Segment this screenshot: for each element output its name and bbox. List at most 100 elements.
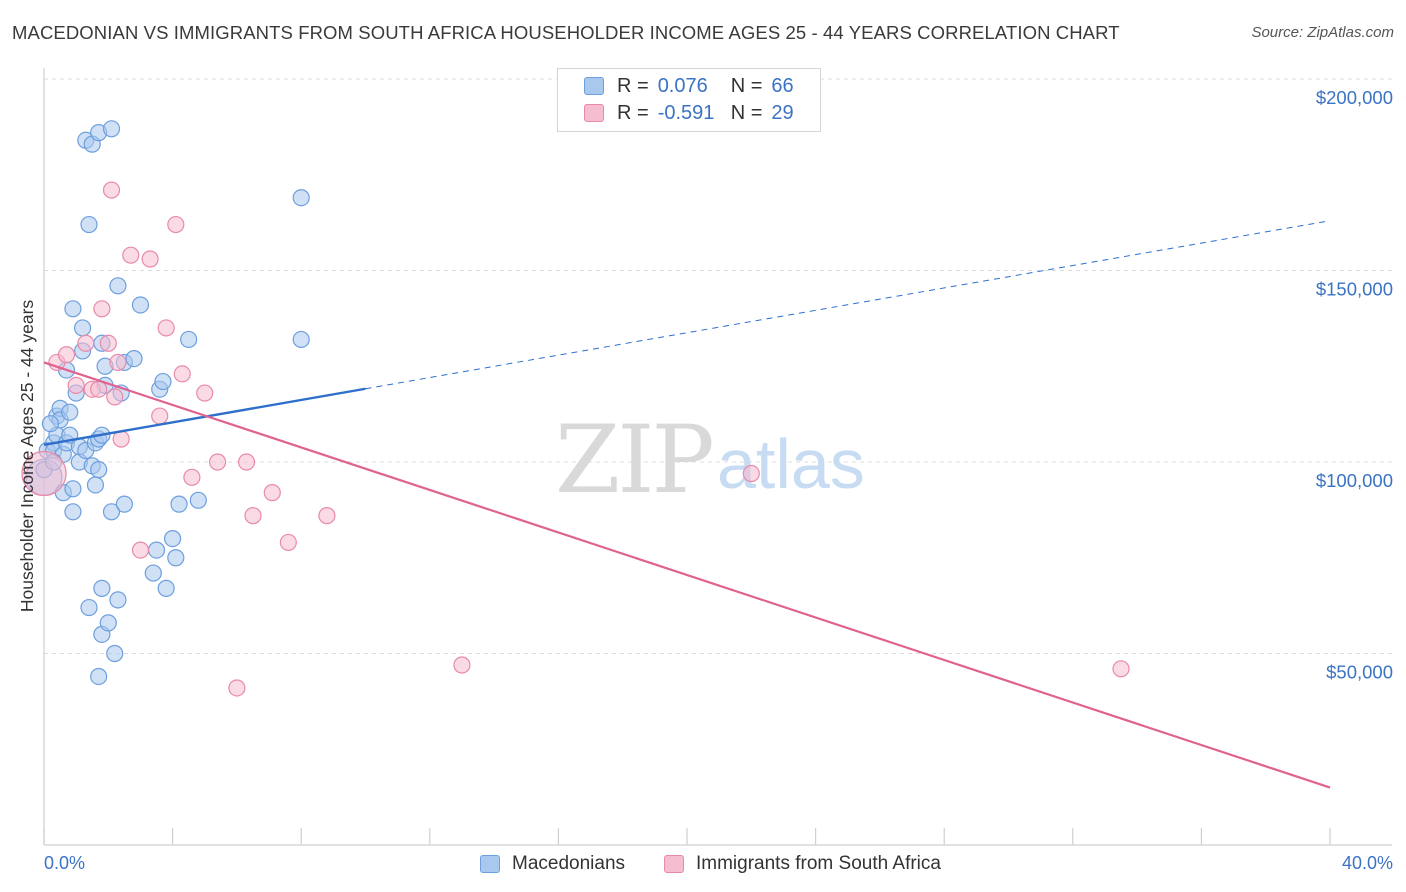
south-africa-point	[167, 215, 185, 234]
macedonians-point	[131, 296, 150, 314]
source-credit: Source: ZipAtlas.com	[1251, 24, 1394, 41]
bottom-legend-swatch-blue	[480, 855, 500, 873]
bottom-legend-label-macedonians: Macedonians	[512, 853, 626, 874]
macedonians-point	[90, 667, 108, 686]
legend-n-value-pink: 29	[771, 101, 794, 124]
gridlines	[44, 78, 1392, 654]
macedonians-point	[292, 330, 310, 349]
legend-r-value-pink: -0.591	[657, 101, 715, 124]
macedonians-point	[147, 541, 166, 559]
south-africa-point	[67, 376, 85, 394]
south-africa-point	[183, 468, 201, 486]
south-africa-points	[21, 181, 1130, 697]
macedonians-point	[64, 480, 82, 498]
macedonians-point	[61, 403, 79, 421]
macedonians-point	[157, 579, 175, 597]
legend-swatch-blue	[584, 77, 604, 95]
south-africa-point	[209, 453, 227, 471]
macedonians-point	[167, 549, 185, 567]
south-africa-point	[318, 507, 336, 525]
y-tick-label: $100,000	[1316, 470, 1393, 491]
macedonians-point	[80, 215, 98, 234]
macedonians-point	[41, 415, 60, 433]
legend-r-value-blue: 0.076	[657, 74, 708, 97]
y-tick-label: $200,000	[1316, 87, 1393, 108]
south-africa-point	[228, 679, 246, 697]
legend-swatch-pink	[584, 104, 604, 122]
south-africa-point	[157, 319, 175, 337]
x-axis-ticks	[43, 828, 1331, 845]
south-africa-point	[279, 533, 297, 552]
stats-legend-row-south-africa: R = -0.591 N = 29	[584, 101, 794, 125]
macedonians-point	[90, 461, 108, 479]
y-tick-label: $150,000	[1316, 279, 1393, 300]
macedonians-point	[170, 495, 188, 513]
macedonians-trend-dashed	[365, 220, 1331, 390]
south-africa-point	[742, 464, 760, 483]
macedonians-point	[106, 644, 124, 663]
south-africa-point	[90, 380, 108, 398]
stats-legend-row-macedonians: R = 0.076 N = 66	[584, 74, 794, 98]
macedonians-point	[109, 277, 127, 295]
macedonians-point	[292, 189, 310, 207]
south-africa-point	[102, 181, 121, 199]
legend-r-label: R =	[617, 74, 649, 97]
south-africa-point	[131, 541, 150, 559]
south-africa-point	[141, 250, 159, 268]
macedonians-point	[102, 120, 121, 138]
x-tick-label-right: 40.0%	[1342, 853, 1393, 873]
south-africa-point	[237, 453, 256, 471]
macedonians-point	[125, 349, 143, 368]
south-africa-point	[453, 656, 471, 674]
south-africa-point	[93, 300, 111, 318]
bottom-legend-label-south-africa: Immigrants from South Africa	[696, 853, 941, 874]
macedonians-point	[144, 564, 162, 582]
macedonians-point	[93, 579, 111, 597]
south-africa-trend	[43, 361, 1331, 789]
watermark-atlas: atlas	[717, 425, 865, 503]
bottom-legend-swatch-pink	[664, 855, 684, 873]
macedonians-point	[189, 491, 207, 509]
macedonians-point	[180, 330, 198, 349]
south-africa-point	[77, 334, 95, 352]
macedonians-point	[115, 495, 133, 513]
legend-n-value-blue: 66	[771, 74, 794, 97]
south-africa-point	[106, 388, 124, 406]
macedonians-point	[86, 476, 105, 494]
macedonians-point	[164, 529, 182, 548]
legend-n-label: N =	[730, 101, 763, 124]
trend-lines	[43, 220, 1331, 789]
macedonians-point	[64, 503, 82, 521]
south-africa-point	[122, 246, 140, 264]
south-africa-point	[244, 507, 262, 525]
legend-n-label: N =	[730, 74, 763, 97]
south-africa-point	[57, 346, 76, 364]
south-africa-point	[99, 334, 117, 352]
stats-legend: R = 0.076 N = 66 R = -0.591 N = 29	[557, 68, 821, 132]
x-tick-label-left: 0.0%	[44, 853, 85, 873]
macedonians-point	[64, 300, 82, 318]
bottom-legend-south-africa: Immigrants from South Africa	[664, 852, 941, 876]
south-africa-point	[151, 407, 169, 425]
macedonians-point	[109, 591, 127, 609]
macedonians-trend-solid	[43, 387, 366, 446]
watermark: ZIP atlas	[555, 406, 865, 515]
y-axis-tick-labels: $200,000 $150,000 $100,000 $50,000	[1316, 87, 1393, 683]
y-axis-label: Householder Income Ages 25 - 44 years	[17, 300, 37, 613]
south-africa-point	[263, 484, 281, 502]
macedonians-point	[99, 614, 117, 632]
south-africa-point	[196, 384, 214, 402]
legend-r-label: R =	[617, 101, 649, 124]
y-tick-label: $50,000	[1326, 662, 1393, 683]
south-africa-point	[109, 353, 127, 372]
south-africa-point	[21, 450, 67, 497]
south-africa-point	[173, 365, 191, 383]
south-africa-point	[1112, 660, 1130, 678]
bottom-legend-macedonians: Macedonians	[480, 852, 625, 876]
macedonians-point	[80, 598, 98, 617]
macedonians-point	[102, 503, 121, 521]
chart-title: MACEDONIAN VS IMMIGRANTS FROM SOUTH AFRI…	[12, 22, 1120, 43]
watermark-zip: ZIP	[555, 406, 712, 515]
macedonians-point	[73, 319, 92, 337]
